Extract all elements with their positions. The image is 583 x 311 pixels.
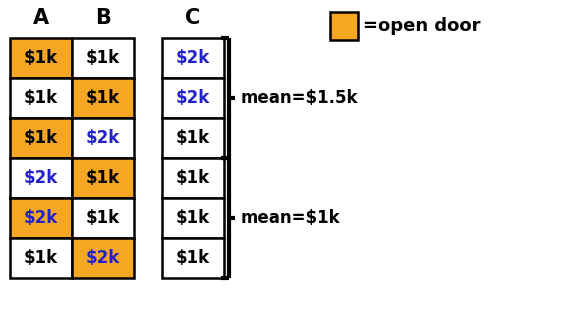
- Text: $2k: $2k: [176, 49, 210, 67]
- Text: $1k: $1k: [86, 49, 120, 67]
- Bar: [10, 158, 72, 198]
- Text: $2k: $2k: [24, 169, 58, 187]
- Bar: [10, 118, 72, 158]
- Text: $2k: $2k: [86, 249, 120, 267]
- Text: $1k: $1k: [24, 129, 58, 147]
- Bar: [10, 38, 72, 78]
- Text: $1k: $1k: [86, 89, 120, 107]
- Text: $1k: $1k: [176, 249, 210, 267]
- Bar: [162, 158, 224, 198]
- Bar: [72, 78, 134, 118]
- Text: $2k: $2k: [176, 89, 210, 107]
- Bar: [72, 158, 134, 198]
- Text: $1k: $1k: [24, 89, 58, 107]
- Bar: [330, 12, 358, 40]
- Text: $1k: $1k: [86, 209, 120, 227]
- Bar: [72, 238, 134, 278]
- Bar: [162, 118, 224, 158]
- Text: $1k: $1k: [86, 169, 120, 187]
- Text: C: C: [185, 8, 201, 28]
- Text: =open door: =open door: [363, 17, 480, 35]
- Bar: [72, 118, 134, 158]
- Bar: [10, 198, 72, 238]
- Bar: [162, 78, 224, 118]
- Bar: [72, 198, 134, 238]
- Text: $1k: $1k: [24, 49, 58, 67]
- Bar: [162, 238, 224, 278]
- Bar: [10, 238, 72, 278]
- Text: $1k: $1k: [176, 129, 210, 147]
- Text: B: B: [95, 8, 111, 28]
- Text: $2k: $2k: [24, 209, 58, 227]
- Text: mean=$1.5k: mean=$1.5k: [241, 89, 359, 107]
- Text: A: A: [33, 8, 49, 28]
- Text: $1k: $1k: [24, 249, 58, 267]
- Text: $1k: $1k: [176, 209, 210, 227]
- Text: $1k: $1k: [176, 169, 210, 187]
- Text: $2k: $2k: [86, 129, 120, 147]
- Bar: [162, 198, 224, 238]
- Text: mean=$1k: mean=$1k: [241, 209, 340, 227]
- Bar: [10, 78, 72, 118]
- Bar: [72, 38, 134, 78]
- Bar: [162, 38, 224, 78]
